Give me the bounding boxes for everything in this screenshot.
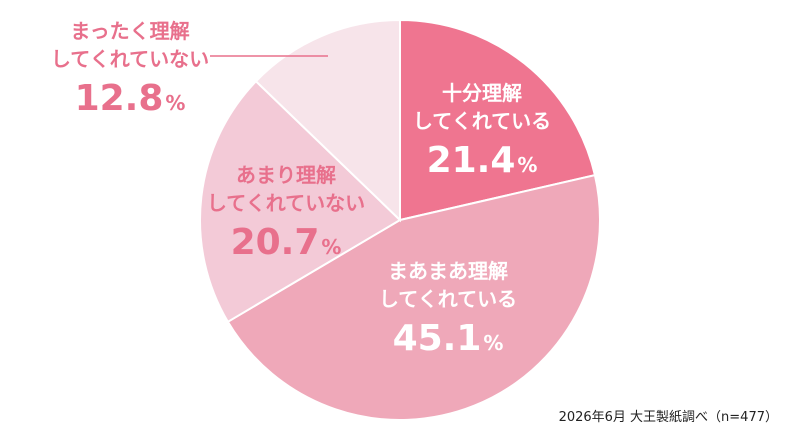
slice-value-unit: % — [517, 153, 537, 177]
slice-value-number: 21.4 — [427, 140, 516, 181]
pie-slice-4 — [254, 18, 401, 223]
slice-label-line: あまり理解 — [236, 163, 336, 187]
pie-slice-3 — [199, 79, 402, 324]
pie-slice-1 — [399, 18, 597, 222]
slice-value: 20.7% — [231, 222, 342, 263]
slice-label-line: してくれている — [379, 287, 517, 311]
slice-value-number: 20.7 — [231, 222, 320, 263]
source-note: 2026年6月 大王製紙調べ（n=477） — [558, 410, 778, 425]
slice-value-number: 12.8 — [75, 78, 164, 119]
pie-slices — [199, 18, 601, 421]
slice-label-line: してくれていない — [51, 47, 209, 71]
slice-value: 12.8% — [75, 78, 186, 119]
slice-value-unit: % — [321, 235, 341, 259]
slice-label-line: まったく理解 — [70, 19, 189, 43]
slice-label-line: してくれている — [413, 109, 551, 133]
slice-label-line: 十分理解 — [442, 81, 522, 105]
slice-value-number: 45.1 — [393, 318, 482, 359]
slice-label-line: まあまあ理解 — [388, 259, 508, 283]
slice-value-unit: % — [165, 91, 185, 115]
slice-value: 45.1% — [393, 318, 504, 359]
slice-value-unit: % — [483, 331, 503, 355]
slice-value: 21.4% — [427, 140, 538, 181]
slice-label-line: してくれていない — [207, 191, 365, 215]
pie-slice-2 — [226, 173, 601, 421]
